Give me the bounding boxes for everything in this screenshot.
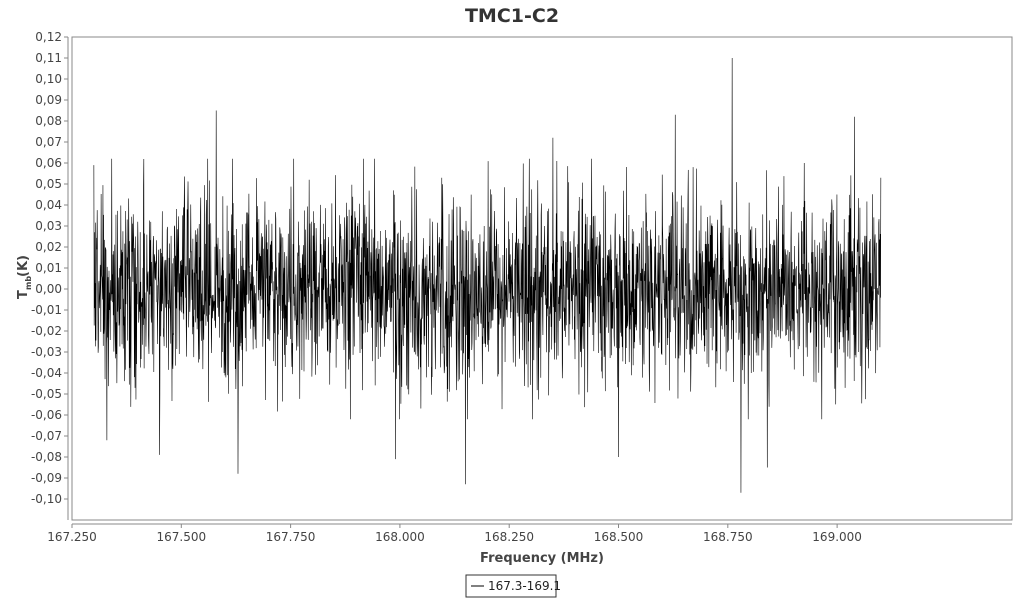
y-tick-label: -0,02 <box>31 324 62 338</box>
y-tick-label: -0,07 <box>31 429 62 443</box>
y-axis-title: T mb (K) <box>16 255 33 299</box>
y-tick-label: 0,07 <box>35 135 62 149</box>
legend-item-label: 167.3-169.1 <box>488 579 561 593</box>
y-tick-label: 0,08 <box>35 114 62 128</box>
y-tick-label: -0,06 <box>31 408 62 422</box>
y-axis-title-unit: (K) <box>16 255 31 277</box>
y-tick-label: -0,05 <box>31 387 62 401</box>
y-tick-label: 0,10 <box>35 72 62 86</box>
y-tick-label: 0,03 <box>35 219 62 233</box>
y-axis-title-sub: mb <box>24 276 33 290</box>
y-tick-label: 0,02 <box>35 240 62 254</box>
y-axis-title-main: T <box>16 290 31 299</box>
legend-box <box>465 574 557 598</box>
x-tick-label: 168.000 <box>375 530 425 544</box>
x-tick-label: 168.250 <box>484 530 534 544</box>
y-tick-label: 0,04 <box>35 198 62 212</box>
y-axis-ticks: 0,12 0,11 0,10 0,09 0,08 0,07 0,06 0,05 0,04 0,03… <box>31 30 68 506</box>
series-layer <box>93 57 882 493</box>
y-tick-label: -0,01 <box>31 303 62 317</box>
x-axis-title: Frequency (MHz) <box>480 551 604 566</box>
y-tick-label: 0,09 <box>35 93 62 107</box>
y-tick-label: 0,05 <box>35 177 62 191</box>
y-tick-label: -0,09 <box>31 471 62 485</box>
x-tick-label: 168.500 <box>594 530 644 544</box>
x-tick-label: 167.500 <box>156 530 206 544</box>
y-tick-label: 0,12 <box>35 30 62 44</box>
x-tick-label: 167.750 <box>266 530 316 544</box>
chart-title: TMC1-C2 <box>465 5 559 27</box>
y-tick-label: -0,08 <box>31 450 62 464</box>
x-tick-label: 168.750 <box>703 530 753 544</box>
series-line <box>93 57 882 493</box>
y-tick-label: 0,06 <box>35 156 62 170</box>
y-tick-label: -0,10 <box>31 492 62 506</box>
x-tick-label: 167.250 <box>47 530 97 544</box>
y-tick-label: -0,04 <box>31 366 62 380</box>
x-tick-label: 169.000 <box>812 530 862 544</box>
y-tick-label: 0,01 <box>35 261 62 275</box>
y-tick-label: -0,03 <box>31 345 62 359</box>
y-tick-label: 0,11 <box>35 51 62 65</box>
x-axis-ticks: 167.250 167.500 167.750 168.000 168.250 168.5… <box>47 524 862 544</box>
legend[interactable]: 167.3-169.1 <box>465 574 561 598</box>
y-tick-label: 0,00 <box>35 282 62 296</box>
